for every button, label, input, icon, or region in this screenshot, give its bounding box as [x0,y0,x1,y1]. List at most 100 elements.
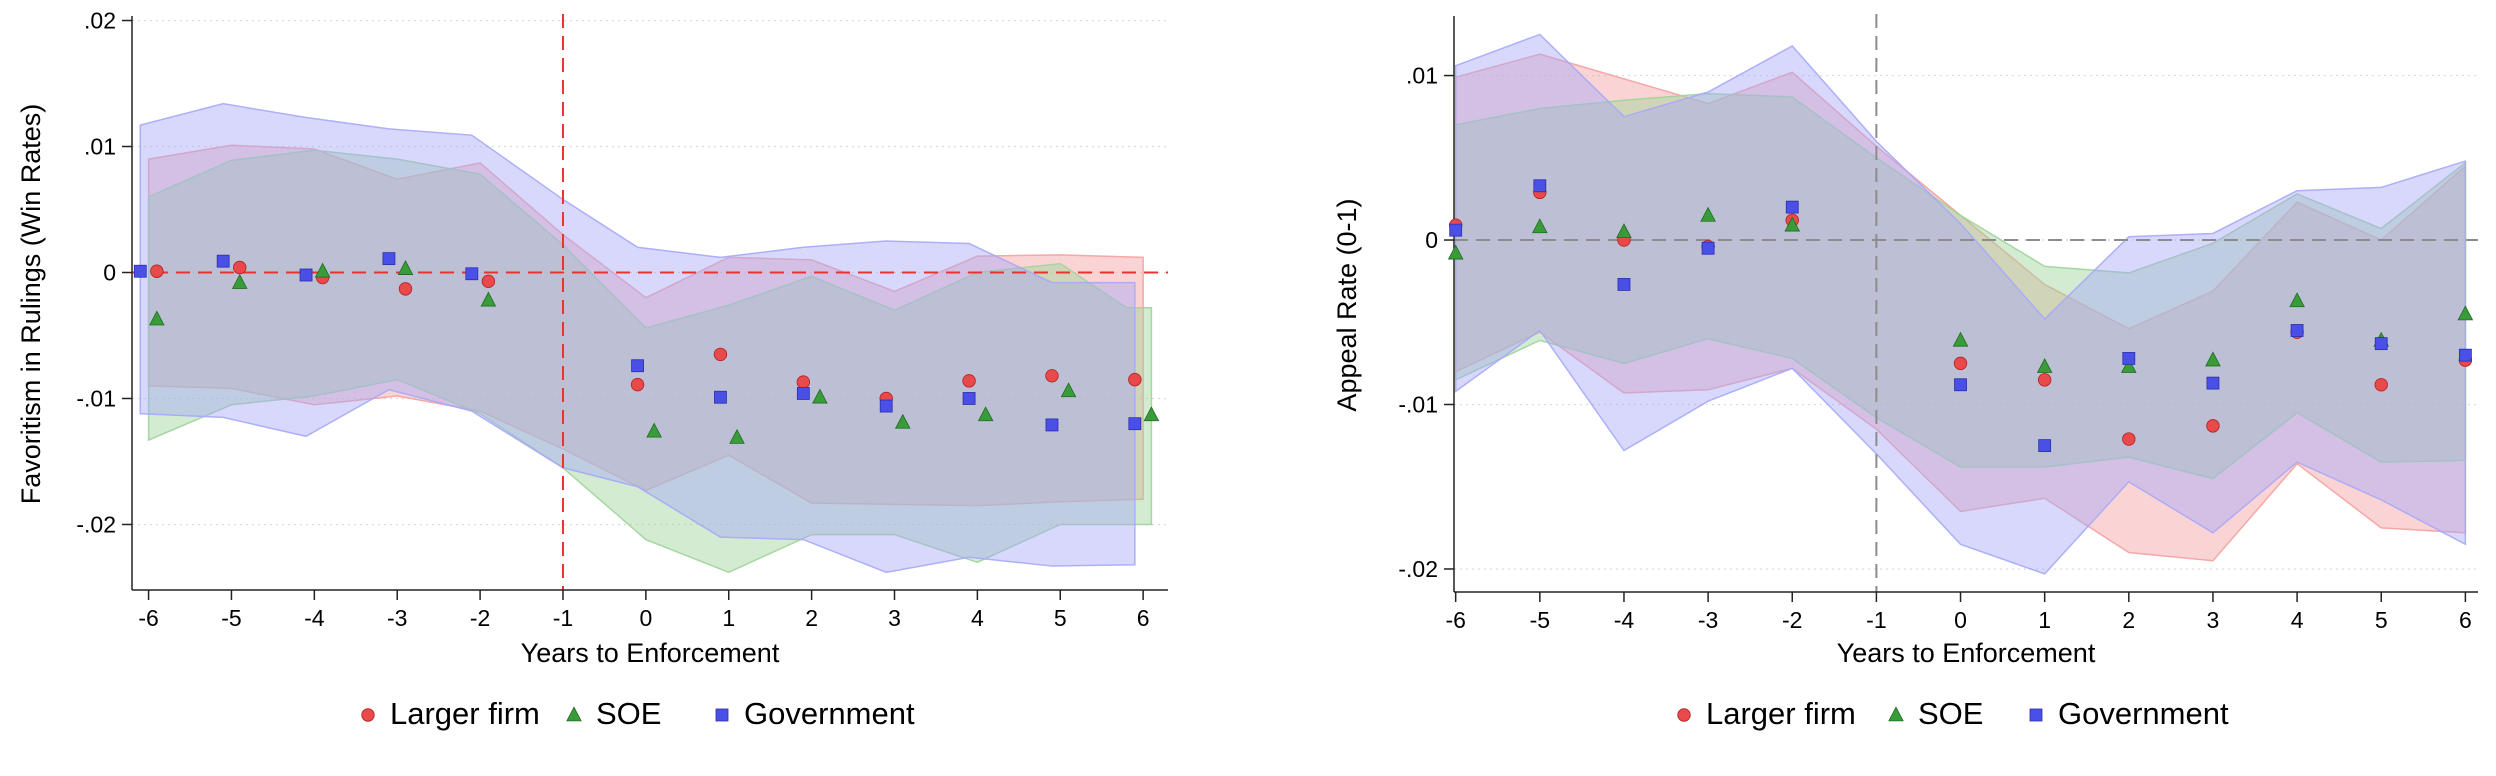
y-tick-label: .02 [84,8,116,34]
x-axis-title: Years to Enforcement [1837,638,2096,668]
data-point-square [1533,179,1547,193]
legend-marker-circle [1677,708,1691,722]
data-point-circle [481,274,496,289]
y-tick-label: .01 [1406,63,1438,89]
data-point-triangle [1447,244,1464,260]
data-point-circle [150,264,164,278]
y-tick-label: -.02 [1398,556,1438,582]
y-tick-label: -.02 [76,511,116,537]
legend-marker-square [2029,708,2043,722]
data-point-triangle [2205,351,2221,367]
data-point-square [133,264,147,278]
data-point-square [2206,376,2220,390]
x-tick-label: -5 [1530,607,1550,633]
y-tick-label: -.01 [76,385,116,411]
confidence-band-square [1454,33,2467,575]
data-point-circle [398,282,413,296]
y-axis-title: Favoritism in Rulings (Win Rates) [16,104,46,505]
x-tick-label: 3 [888,605,901,631]
data-point-circle [630,377,645,392]
legend-marker-circle [361,708,375,722]
y-tick-label: .01 [84,134,116,160]
data-point-triangle [480,291,497,307]
data-point-triangle [149,310,165,326]
data-point-triangle [646,422,662,438]
legend-marker-square [715,708,729,722]
data-point-square [2458,348,2472,362]
x-tick-label: -4 [304,605,325,631]
y-axis-title: Appeal Rate (0-1) [1332,198,1362,411]
y-tick-label: 0 [1425,227,1438,253]
legend-label: Government [2058,696,2229,731]
data-point-circle [2037,373,2052,387]
data-point-square [1128,417,1142,431]
data-point-square [2038,439,2052,453]
x-tick-label: -3 [1698,607,1718,633]
legend-label: SOE [596,696,661,731]
data-point-triangle [2457,305,2474,321]
x-tick-label: 5 [1054,605,1067,631]
x-tick-label: -6 [138,605,158,631]
legend-label: Larger firm [390,696,540,731]
confidence-band-circle [147,144,1144,507]
data-point-circle [2122,432,2136,446]
data-point-square [1617,278,1631,291]
x-tick-label: 4 [2291,607,2304,633]
data-point-triangle [1532,218,1548,234]
data-point-circle [1045,369,1059,383]
data-point-triangle [1784,216,1801,232]
legend-marker-triangle [566,706,582,722]
legend-marker-triangle [1888,706,1904,722]
data-point-triangle [812,388,828,404]
data-point-square [2290,324,2304,337]
data-point-circle [2374,378,2388,392]
x-tick-label: -2 [1782,607,1802,633]
x-tick-label: -1 [553,605,573,631]
data-point-triangle [231,273,248,289]
x-tick-label: 0 [639,605,652,631]
x-tick-label: 2 [805,605,818,631]
data-point-circle [233,260,247,275]
data-point-square [1954,378,1967,392]
data-point-square [299,268,313,282]
data-point-square [2122,352,2136,365]
data-point-triangle [729,428,745,444]
x-tick-label: 3 [2207,607,2220,633]
data-point-square [1785,200,1799,214]
left-panel-favoritism: .02 .01 0 -.01 -.02 -6 -5 -4 -3 -2 -1 0 1 2 3 4 5 6 Years … [16,8,1168,731]
data-point-circle [2206,419,2220,433]
data-point-triangle [977,406,994,422]
data-point-square [962,392,976,405]
x-tick-label: -2 [470,605,490,631]
data-point-triangle [397,260,414,275]
x-tick-label: 6 [1137,605,1150,631]
confidence-band-square [139,102,1136,574]
x-tick-label: 1 [2038,607,2051,633]
data-point-square [879,399,893,413]
data-point-square [714,390,727,404]
x-tick-label: 0 [1954,607,1967,633]
x-tick-label: 4 [971,605,984,631]
data-point-circle [796,375,811,389]
right-panel-appeal-rate: .01 0 -.01 -.02 -6 -5 -4 -3 -2 -1 0 1 2 3 4 5 6 Years to … [1332,14,2478,731]
data-point-triangle [2289,292,2305,308]
data-point-triangle [1700,206,1716,222]
legend-label: Larger firm [1706,696,1856,731]
x-tick-label: -3 [387,605,407,631]
data-point-square [465,267,479,281]
x-tick-label: 2 [2122,607,2135,633]
data-point-square [382,252,396,266]
x-tick-label: -1 [1866,607,1886,633]
x-tick-label: 1 [722,605,735,631]
data-point-square [1449,223,1463,237]
x-axis-title: Years to Enforcement [521,638,780,668]
data-point-square [1045,418,1059,432]
data-point-triangle [1060,382,1077,398]
data-point-triangle [1952,331,1969,347]
y-tick-label: 0 [103,260,116,286]
confidence-band-triangle [147,149,1153,574]
data-point-square [2374,337,2388,351]
data-point-triangle [894,413,911,429]
data-point-square [796,387,810,400]
data-point-square [216,254,230,268]
